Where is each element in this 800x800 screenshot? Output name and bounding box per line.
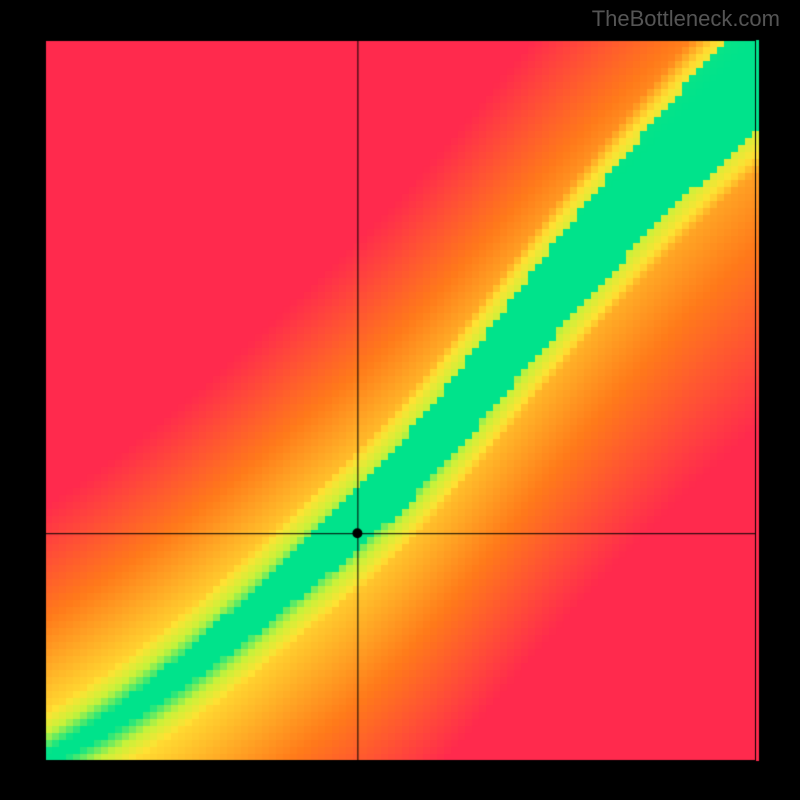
bottleneck-heatmap (0, 0, 800, 800)
chart-container: TheBottleneck.com (0, 0, 800, 800)
attribution-text: TheBottleneck.com (592, 6, 780, 32)
